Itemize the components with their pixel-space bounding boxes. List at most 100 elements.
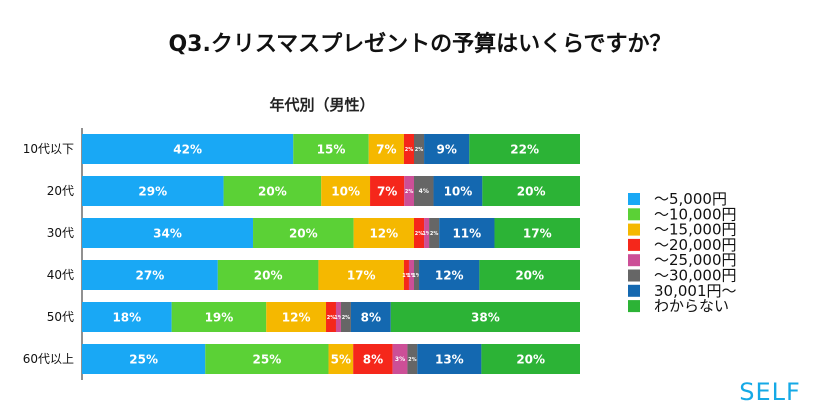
data-label: 17% [347, 268, 376, 282]
data-label: 2% [408, 357, 417, 363]
bar-segment [82, 260, 218, 290]
bar-segment [350, 302, 391, 332]
data-label: 2% [405, 189, 414, 195]
bar-segment [82, 218, 254, 248]
bar-segment [82, 344, 206, 374]
bar-segment [171, 302, 267, 332]
legend-swatch [628, 208, 640, 221]
legend-swatch [628, 238, 640, 251]
legend-swatch [628, 254, 640, 267]
bar-segment [481, 344, 580, 374]
bar-segment [340, 302, 351, 332]
legend-label: 〜5,000円 [654, 190, 727, 208]
legend-label: 〜25,000円 [654, 251, 737, 269]
category-label: 60代以上 [23, 352, 74, 366]
data-label: 12% [282, 310, 311, 324]
data-label: 20% [516, 352, 545, 366]
data-label: 18% [112, 310, 141, 324]
category-label: 30代 [47, 226, 74, 240]
data-label: 8% [361, 310, 381, 324]
self-logo: SELF [739, 378, 801, 406]
data-label: 17% [523, 226, 552, 240]
data-label: 22% [510, 142, 539, 156]
data-label: 3% [395, 356, 405, 363]
chart-subtitle: 年代別（男性） [269, 96, 374, 114]
bar-segment [439, 218, 495, 248]
data-label: 27% [136, 268, 165, 282]
bar-segment [321, 176, 371, 206]
legend-swatch [628, 300, 640, 313]
legend-swatch [628, 223, 640, 236]
data-label: 12% [435, 268, 464, 282]
data-label: 13% [435, 352, 464, 366]
data-label: 5% [331, 352, 351, 366]
data-label: 2% [405, 147, 414, 153]
data-label: 20% [258, 184, 287, 198]
legend-swatch [628, 284, 640, 297]
data-label: 1% [412, 273, 421, 279]
bar-segment [353, 218, 414, 248]
bar-segment [318, 260, 404, 290]
legend-swatch [628, 193, 640, 205]
bar-segment [370, 176, 405, 206]
data-label: 19% [205, 310, 234, 324]
data-label: 20% [517, 184, 546, 198]
legend-swatch [628, 269, 640, 282]
data-label: 34% [153, 226, 182, 240]
category-label: 40代 [47, 268, 74, 282]
bar-segment [414, 260, 420, 290]
chart-title: Q3.クリスマスプレゼントの予算はいくらですか？ [168, 31, 671, 57]
data-label: 2% [430, 231, 439, 237]
data-label: 10% [331, 184, 360, 198]
bar-segment [390, 302, 580, 332]
data-label: 1% [422, 231, 431, 237]
data-label: 20% [515, 268, 544, 282]
data-label: 20% [289, 226, 318, 240]
data-label: 12% [369, 226, 398, 240]
data-label: 42% [173, 142, 202, 156]
data-label: 2% [342, 315, 351, 321]
bar-segment [368, 134, 404, 164]
data-label: 25% [253, 352, 282, 366]
data-label: 15% [317, 142, 346, 156]
bar-segment [414, 218, 425, 248]
data-label: 38% [471, 310, 500, 324]
bar-segment [217, 260, 319, 290]
data-label: 1% [334, 315, 343, 321]
bar-segment [403, 134, 414, 164]
data-label: 7% [376, 142, 396, 156]
bar-segment [429, 218, 440, 248]
bar-segment [353, 344, 393, 374]
legend-label: 〜10,000円 [654, 205, 737, 223]
legend-label: 30,001円〜 [654, 282, 737, 300]
category-label: 50代 [47, 310, 74, 324]
data-label: 25% [129, 352, 158, 366]
bar-segment [328, 344, 354, 374]
data-label: 7% [377, 184, 397, 198]
bar-segment [403, 260, 409, 290]
bar-segment [253, 218, 354, 248]
data-label: 2% [415, 147, 424, 153]
bar-segment [482, 176, 580, 206]
data-label: 9% [437, 142, 457, 156]
bar-segment [414, 134, 425, 164]
bar-segment [335, 302, 341, 332]
bar-segment [419, 260, 480, 290]
data-label: 1% [402, 273, 411, 279]
bar-segment [293, 134, 369, 164]
bar-segment [424, 134, 470, 164]
data-label: 2% [415, 231, 424, 237]
bar-segment [479, 260, 580, 290]
bar-segment [82, 302, 172, 332]
bar-segment [82, 134, 294, 164]
bar-segment [424, 218, 430, 248]
bars-group: 10代以下 42% 15% 7% 2% 2% 9% 22%20代 29% 20% 10% 7% 2% 4%… [23, 134, 580, 374]
data-label: 4% [419, 188, 429, 195]
bar-segment [494, 218, 580, 248]
bar-segment [392, 344, 408, 374]
data-label: 10% [444, 184, 473, 198]
bar-segment [414, 176, 434, 206]
data-label: 8% [363, 352, 383, 366]
